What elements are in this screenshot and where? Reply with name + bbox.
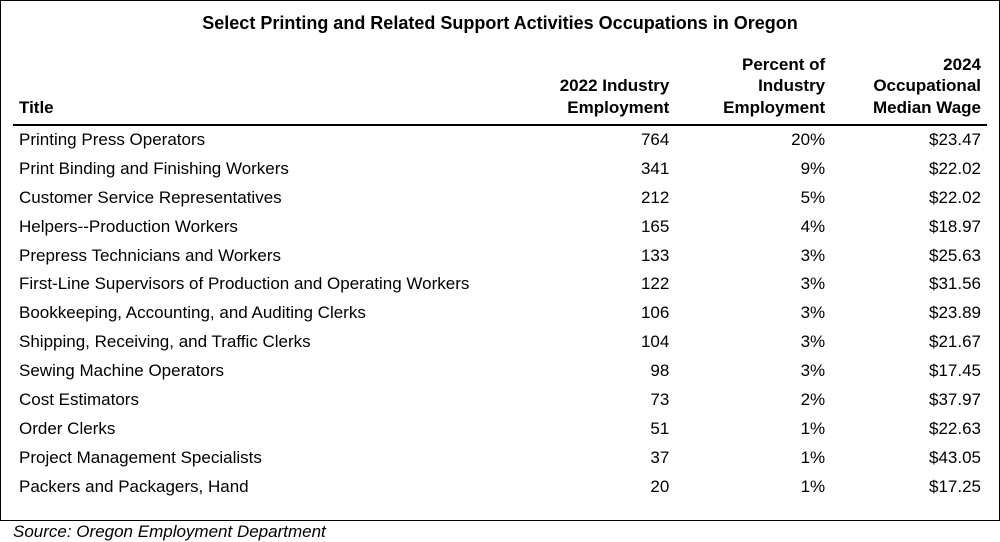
cell-title: Bookkeeping, Accounting, and Auditing Cl… (13, 299, 519, 328)
table-row: Customer Service Representatives2125%$22… (13, 184, 987, 213)
table-title: Select Printing and Related Support Acti… (13, 9, 987, 52)
cell-percent: 1% (675, 415, 831, 444)
col-header-title: Title (13, 52, 519, 125)
col-header-percent: Percent of Industry Employment (675, 52, 831, 125)
cell-employment: 133 (519, 242, 675, 271)
cell-employment: 20 (519, 473, 675, 502)
cell-title: Print Binding and Finishing Workers (13, 155, 519, 184)
header-row: Title 2022 Industry Employment Percent o… (13, 52, 987, 125)
cell-percent: 3% (675, 328, 831, 357)
cell-title: Prepress Technicians and Workers (13, 242, 519, 271)
cell-employment: 764 (519, 125, 675, 155)
cell-wage: $17.25 (831, 473, 987, 502)
cell-percent: 20% (675, 125, 831, 155)
table-row: Cost Estimators732%$37.97 (13, 386, 987, 415)
cell-wage: $23.89 (831, 299, 987, 328)
cell-wage: $23.47 (831, 125, 987, 155)
cell-title: Order Clerks (13, 415, 519, 444)
cell-wage: $17.45 (831, 357, 987, 386)
cell-wage: $22.02 (831, 184, 987, 213)
cell-percent: 1% (675, 473, 831, 502)
cell-wage: $22.02 (831, 155, 987, 184)
cell-title: Customer Service Representatives (13, 184, 519, 213)
cell-title: First-Line Supervisors of Production and… (13, 270, 519, 299)
cell-title: Cost Estimators (13, 386, 519, 415)
table-row: Helpers--Production Workers1654%$18.97 (13, 213, 987, 242)
cell-employment: 165 (519, 213, 675, 242)
table-row: Print Binding and Finishing Workers3419%… (13, 155, 987, 184)
cell-wage: $21.67 (831, 328, 987, 357)
cell-percent: 1% (675, 444, 831, 473)
cell-percent: 3% (675, 299, 831, 328)
cell-wage: $25.63 (831, 242, 987, 271)
cell-employment: 341 (519, 155, 675, 184)
cell-employment: 122 (519, 270, 675, 299)
cell-employment: 73 (519, 386, 675, 415)
table-row: Sewing Machine Operators983%$17.45 (13, 357, 987, 386)
table-row: Prepress Technicians and Workers1333%$25… (13, 242, 987, 271)
cell-wage: $18.97 (831, 213, 987, 242)
cell-employment: 104 (519, 328, 675, 357)
cell-percent: 9% (675, 155, 831, 184)
cell-percent: 4% (675, 213, 831, 242)
cell-percent: 2% (675, 386, 831, 415)
table-row: Printing Press Operators76420%$23.47 (13, 125, 987, 155)
cell-wage: $22.63 (831, 415, 987, 444)
cell-title: Project Management Specialists (13, 444, 519, 473)
source-note: Source: Oregon Employment Department (13, 502, 987, 542)
cell-title: Sewing Machine Operators (13, 357, 519, 386)
cell-wage: $31.56 (831, 270, 987, 299)
cell-title: Packers and Packagers, Hand (13, 473, 519, 502)
table-row: First-Line Supervisors of Production and… (13, 270, 987, 299)
cell-employment: 37 (519, 444, 675, 473)
table-row: Bookkeeping, Accounting, and Auditing Cl… (13, 299, 987, 328)
col-header-wage: 2024 Occupational Median Wage (831, 52, 987, 125)
cell-employment: 106 (519, 299, 675, 328)
cell-percent: 5% (675, 184, 831, 213)
table-row: Packers and Packagers, Hand201%$17.25 (13, 473, 987, 502)
cell-employment: 98 (519, 357, 675, 386)
cell-employment: 212 (519, 184, 675, 213)
cell-percent: 3% (675, 357, 831, 386)
table-row: Shipping, Receiving, and Traffic Clerks1… (13, 328, 987, 357)
cell-wage: $43.05 (831, 444, 987, 473)
table-body: Printing Press Operators76420%$23.47Prin… (13, 125, 987, 502)
cell-title: Helpers--Production Workers (13, 213, 519, 242)
cell-wage: $37.97 (831, 386, 987, 415)
cell-percent: 3% (675, 242, 831, 271)
cell-employment: 51 (519, 415, 675, 444)
cell-title: Shipping, Receiving, and Traffic Clerks (13, 328, 519, 357)
occupations-table: Title 2022 Industry Employment Percent o… (13, 52, 987, 502)
cell-title: Printing Press Operators (13, 125, 519, 155)
table-row: Project Management Specialists371%$43.05 (13, 444, 987, 473)
table-row: Order Clerks511%$22.63 (13, 415, 987, 444)
cell-percent: 3% (675, 270, 831, 299)
col-header-employment: 2022 Industry Employment (519, 52, 675, 125)
